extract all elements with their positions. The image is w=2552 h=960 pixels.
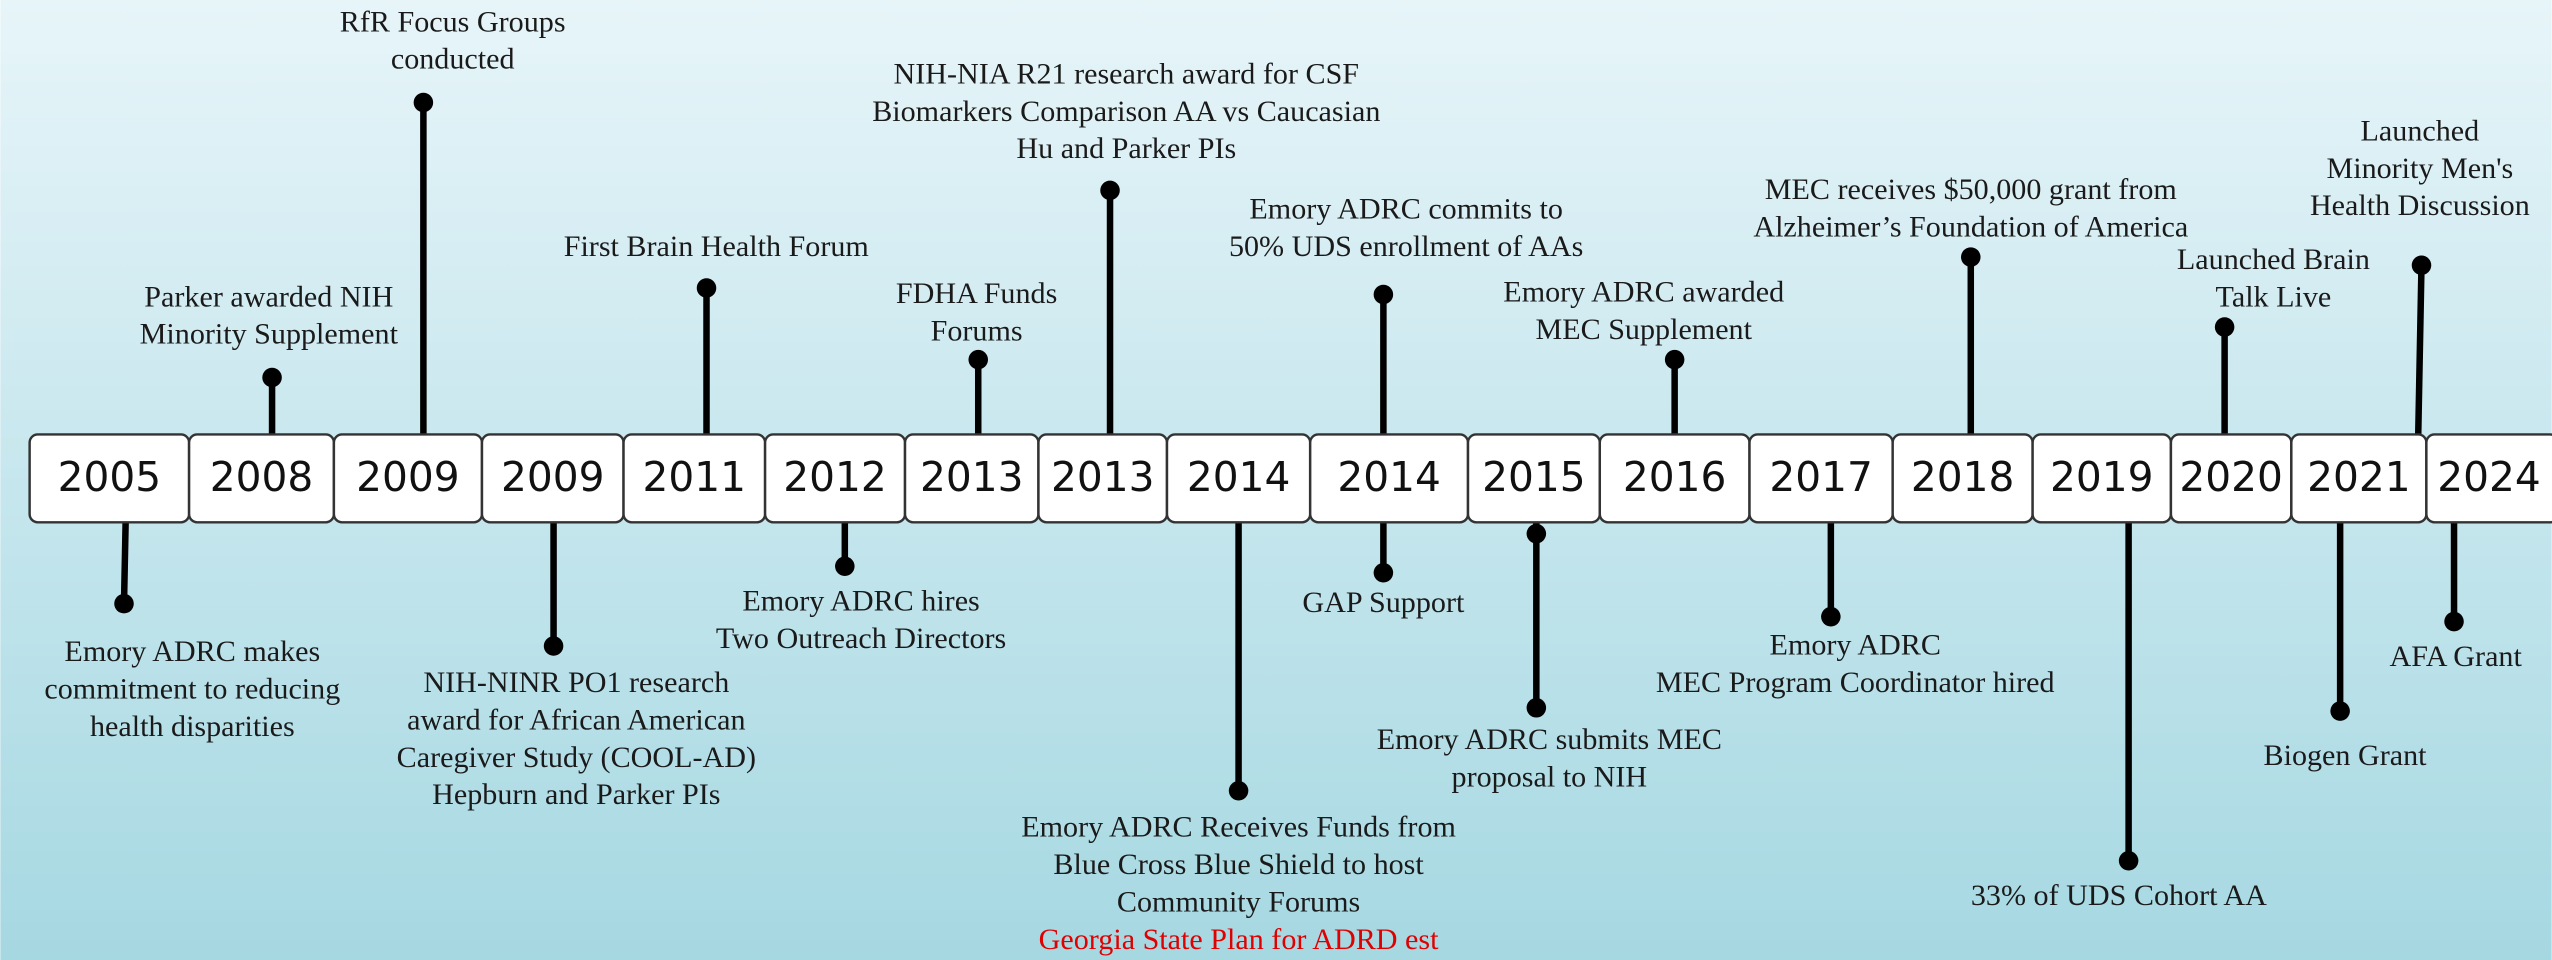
year-label: 2015 (1482, 453, 1585, 501)
dot (1821, 606, 1841, 627)
dot (2444, 611, 2464, 632)
event-text: Biogen Grant (2264, 738, 2428, 772)
event-text: First Brain Health Forum (564, 229, 869, 263)
dot (2330, 701, 2350, 721)
dot (696, 278, 717, 298)
year-label: 2017 (1769, 453, 1872, 501)
year-label: 2009 (356, 453, 459, 501)
event-text: Parker awarded NIH (144, 279, 393, 313)
year-label: 2016 (1623, 453, 1726, 501)
dot (1664, 349, 1685, 370)
event-text: AFA Grant (2389, 639, 2522, 673)
event-text: Emory ADRC makes (64, 634, 320, 668)
dot (262, 367, 282, 388)
dot (1100, 180, 1120, 201)
dot (835, 556, 855, 576)
dot (543, 636, 564, 656)
dot (2118, 850, 2139, 871)
event-text: Emory ADRC hires (742, 584, 979, 618)
event-text: MEC Supplement (1535, 312, 1752, 346)
event-text: Talk Live (2216, 279, 2332, 313)
event-text: proposal to NIH (1452, 759, 1648, 793)
year-label: 2024 (2437, 453, 2540, 501)
event-text: conducted (391, 42, 515, 76)
event-text: Biomarkers Comparison AA vs Caucasian (872, 94, 1380, 128)
dot (1961, 247, 1981, 267)
year-label: 2014 (1187, 453, 1290, 501)
event-text: Emory ADRC awarded (1503, 274, 1784, 308)
dot (1373, 562, 1394, 583)
event-text: Launched (2361, 113, 2480, 147)
dot (968, 349, 988, 370)
event-text: RfR Focus Groups (340, 4, 566, 38)
event-text: commitment to reducing (44, 671, 340, 705)
event-text: 33% of UDS Cohort AA (1971, 878, 2267, 912)
event-text: health disparities (90, 709, 295, 743)
year-label: 2005 (58, 453, 161, 501)
event-text: MEC Program Coordinator hired (1656, 665, 2055, 699)
event-text: Launched Brain (2177, 242, 2370, 276)
event-text: Hepburn and Parker PIs (432, 777, 720, 811)
year-label: 2014 (1337, 453, 1440, 501)
event-text: Caregiver Study (COOL-AD) (397, 740, 756, 774)
dot (1373, 284, 1394, 305)
year-label: 2013 (1051, 453, 1154, 501)
year-label: 2019 (2050, 453, 2153, 501)
stem (2414, 265, 2425, 435)
year-label: 2018 (1911, 453, 2014, 501)
event-text: MEC receives $50,000 grant from (1765, 172, 2177, 206)
event-text: Blue Cross Blue Shield to host (1053, 847, 1424, 881)
dot (1526, 698, 1547, 718)
year-label: 2012 (783, 453, 886, 501)
event-text: Emory ADRC submits MEC (1377, 722, 1722, 756)
stem (120, 522, 129, 604)
year-label: 2008 (210, 453, 313, 501)
dot (1526, 523, 1547, 544)
dot (2411, 255, 2432, 275)
event-text: Community Forums (1117, 885, 1360, 919)
year-label: 2020 (2179, 453, 2282, 501)
dot (114, 593, 134, 614)
event-note: Georgia State Plan for ADRD est (1039, 922, 1439, 956)
event-text: Two Outreach Directors (716, 621, 1006, 655)
event-text: 50% UDS enrollment of AAs (1229, 229, 1583, 263)
event-text: NIH-NIA R21 research award for CSF (894, 56, 1360, 90)
event-text: NIH-NINR PO1 research (423, 665, 729, 699)
event-text: Health Discussion (2310, 188, 2530, 222)
dot (2214, 317, 2235, 337)
event-text: Emory ADRC (1770, 627, 1941, 661)
year-label: 2021 (2307, 453, 2410, 501)
event-text: Minority Supplement (140, 317, 399, 351)
year-label: 2009 (501, 453, 604, 501)
event-text: Alzheimer’s Foundation of America (1753, 209, 2188, 243)
event-text: Emory ADRC Receives Funds from (1021, 810, 1456, 844)
event-text: award for African American (407, 702, 745, 736)
event-text: Forums (931, 313, 1023, 347)
event-text: GAP Support (1302, 585, 1465, 619)
event-text: Hu and Parker PIs (1016, 131, 1236, 165)
dot (1228, 781, 1249, 801)
dot (413, 92, 434, 113)
event-text: Minority Men's (2326, 151, 2513, 185)
year-label: 2013 (920, 453, 1023, 501)
event-text: Emory ADRC commits to (1249, 191, 1563, 225)
year-label: 2011 (643, 453, 746, 501)
event-text: FDHA Funds (896, 276, 1057, 310)
year-box (2425, 433, 2552, 524)
